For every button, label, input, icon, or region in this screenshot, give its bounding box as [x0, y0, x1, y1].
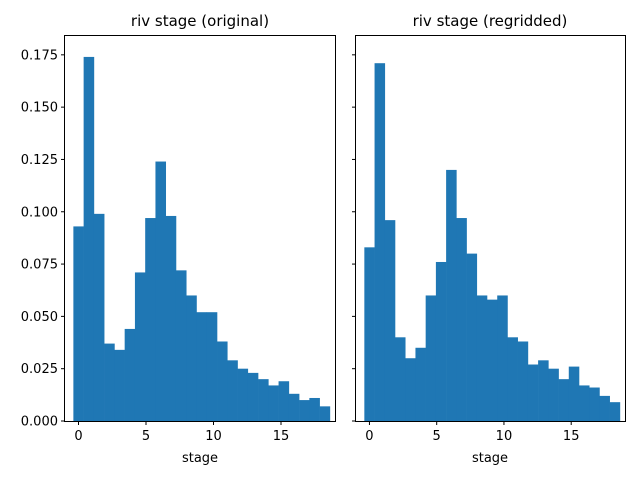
panel-regridded-bar-0: [364, 247, 375, 421]
panel-original-y-tick-label-7: 0.175: [21, 48, 58, 63]
panel-original-bar-2: [93, 213, 105, 421]
panel-regridded-x-tick-label-2: 10: [496, 429, 513, 444]
panel-regridded-bars: [364, 63, 621, 421]
panel-regridded-bar-7: [435, 261, 447, 421]
panel-original-bar-3: [104, 343, 115, 421]
panel-original-bar-12: [196, 312, 208, 421]
panel-regridded-bar-18: [548, 368, 559, 421]
panel-original-bar-20: [278, 381, 290, 421]
panel-original-title: riv stage (original): [131, 12, 269, 30]
panel-original-bar-4: [114, 349, 125, 421]
panel-original-bar-8: [155, 161, 167, 422]
panel-regridded-bar-20: [568, 366, 580, 421]
panel-regridded-bar-4: [405, 358, 416, 421]
panel-original-bar-19: [268, 385, 279, 421]
panel-regridded-bar-19: [558, 379, 570, 421]
panel-regridded-x-tick-label-0: 0: [365, 429, 373, 444]
panel-regridded-bar-12: [487, 299, 498, 421]
panel-regridded-bar-17: [538, 360, 549, 421]
panel-original-y-tick-label-6: 0.150: [21, 101, 58, 116]
panel-regridded-bar-15: [517, 341, 529, 421]
panel-original-bar-14: [217, 341, 228, 421]
panel-regridded-bar-8: [446, 169, 457, 421]
panel-original-bar-1: [83, 56, 95, 422]
panel-original-bar-7: [145, 218, 156, 421]
panel-original-bar-6: [134, 272, 146, 421]
panel-regridded-x-tick-label-3: 15: [563, 429, 580, 444]
panel-original-bar-21: [288, 393, 300, 421]
panel-regridded-bar-6: [425, 295, 437, 421]
panel-original-x-axis-label: stage: [182, 451, 218, 466]
panel-original-y-tick-label-2: 0.050: [21, 310, 58, 325]
panel-original-bar-9: [165, 215, 177, 421]
panel-original-bar-16: [237, 368, 249, 421]
panel-regridded-x-axis-label: stage: [472, 451, 508, 466]
panel-regridded-x-tick-label-1: 5: [433, 429, 441, 444]
panel-regridded-bar-2: [384, 220, 396, 421]
panel-regridded-bar-22: [589, 387, 600, 421]
panel-regridded-x-ticks: 0 5 10 15: [365, 421, 579, 444]
panel-original-bar-10: [175, 270, 187, 421]
panel-original-x-ticks: 0 5 10 15: [74, 421, 289, 444]
panel-original-y-tick-label-3: 0.075: [21, 258, 58, 273]
panel-original-bar-24: [319, 406, 331, 421]
panel-regridded-bar-23: [599, 395, 610, 421]
panel-original: riv stage (original) 0.000 0.025 0.050 0.07…: [21, 12, 336, 466]
panel-original-y-tick-label-5: 0.125: [21, 153, 58, 168]
panel-original-x-tick-label-0: 0: [74, 429, 82, 444]
panel-regridded-bar-5: [415, 347, 426, 421]
panel-original-bar-5: [124, 328, 136, 421]
panel-original-y-tick-label-4: 0.100: [21, 205, 58, 220]
panel-regridded-title: riv stage (regridded): [413, 12, 568, 30]
panel-original-x-tick-label-1: 5: [142, 429, 150, 444]
panel-regridded-bar-1: [374, 63, 386, 421]
panel-regridded-bar-9: [456, 218, 467, 421]
panel-original-bar-11: [186, 295, 197, 421]
panel-original-y-ticks: 0.000 0.025 0.050 0.075 0.100 0.125 0.150 0.175: [21, 48, 65, 430]
panel-regridded: riv stage (regridded) 0 5 10 15 stage: [352, 12, 626, 466]
panel-original-bars: [73, 56, 331, 422]
panel-original-bar-17: [247, 372, 259, 422]
panel-regridded-bar-16: [527, 364, 539, 421]
panel-original-y-tick-label-0: 0.000: [21, 415, 58, 430]
panel-original-frame: [64, 35, 336, 422]
panel-regridded-bar-13: [497, 295, 508, 421]
panel-regridded-frame: [355, 35, 626, 422]
panel-regridded-bar-11: [476, 295, 488, 421]
panel-regridded-bar-14: [507, 337, 518, 421]
panel-regridded-bar-10: [466, 253, 478, 421]
panel-original-x-tick-label-2: 10: [205, 429, 222, 444]
panel-original-bar-15: [227, 360, 238, 421]
panel-original-bar-22: [299, 400, 310, 421]
panel-regridded-bar-24: [609, 402, 621, 421]
panel-original-bar-0: [73, 226, 84, 421]
panel-original-x-tick-label-3: 15: [273, 429, 290, 444]
panel-original-bar-18: [258, 379, 269, 421]
panel-original-bar-23: [309, 397, 320, 421]
panel-regridded-bar-21: [579, 385, 590, 421]
panel-original-bar-13: [206, 312, 218, 421]
panel-original-y-tick-label-1: 0.025: [21, 362, 58, 377]
panel-regridded-bar-3: [395, 337, 406, 421]
